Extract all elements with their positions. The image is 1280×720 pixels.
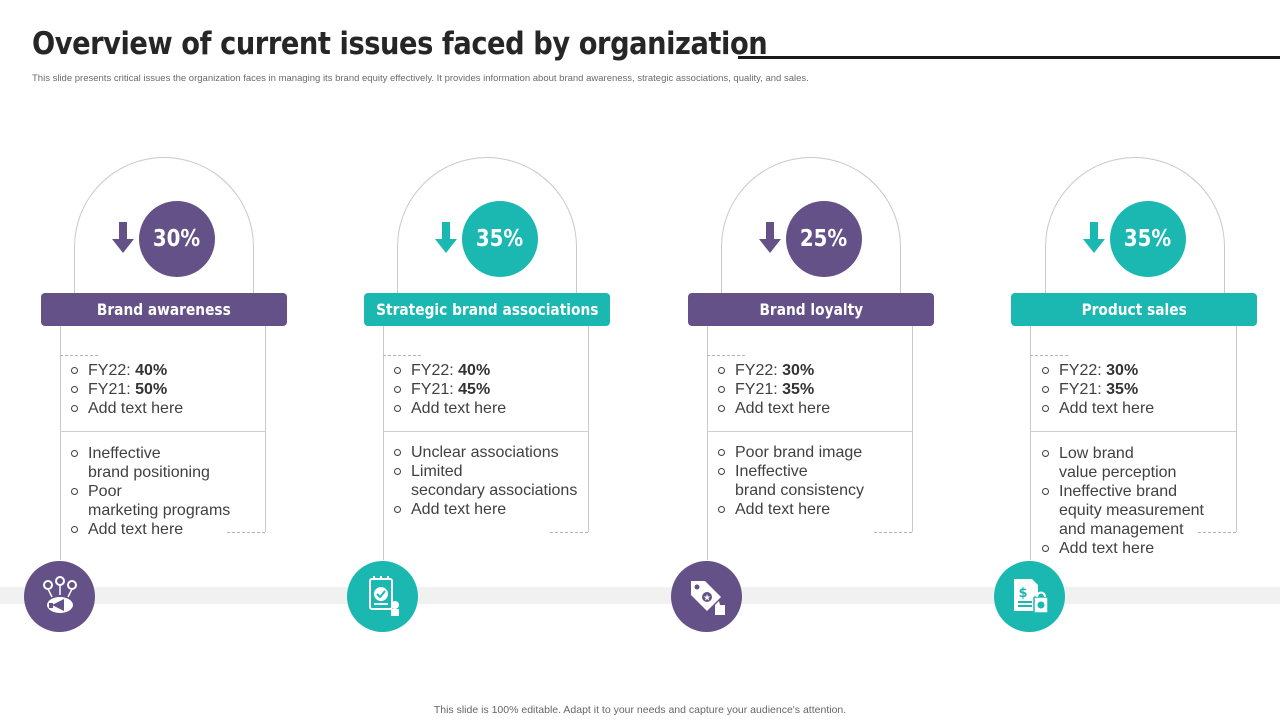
strategy-badge-icon: [347, 561, 418, 632]
down-arrow-icon: [112, 222, 134, 253]
list-item: FY22: 40%: [70, 361, 183, 380]
card-label: Product sales: [1011, 293, 1257, 326]
list-item: Poor marketing programs: [70, 482, 230, 520]
percent-badge: 35%: [1110, 201, 1186, 277]
stats-list: FY22: 40% FY21: 50% Add text here: [70, 361, 183, 418]
list-item: FY21: 45%: [393, 380, 506, 399]
down-arrow-icon: [435, 222, 457, 253]
footer-note: This slide is 100% editable. Adapt it to…: [433, 704, 847, 716]
list-item: Add text here: [393, 399, 506, 418]
sales-invoice-icon: $: [994, 561, 1065, 632]
card-brand-awareness: 30% Brand awareness FY22: 40% FY21: 50% …: [0, 0, 287, 720]
list-item: Add text here: [717, 399, 830, 418]
timeline-band: [0, 587, 1280, 604]
title-underline: [738, 56, 1280, 59]
card-label: Brand awareness: [41, 293, 287, 326]
list-item: Ineffective brand equity measurement and m…: [1041, 482, 1204, 539]
svg-text:$: $: [1018, 586, 1027, 601]
list-item: Limited secondary associations: [393, 462, 577, 500]
card-strategic-brand-associations: 35% Strategic brand associations FY22: 4…: [323, 0, 610, 720]
list-item: FY21: 35%: [1041, 380, 1154, 399]
list-item: Add text here: [70, 399, 183, 418]
list-item: FY21: 50%: [70, 380, 183, 399]
issues-list: Low brand value perception Ineffective br…: [1041, 444, 1204, 558]
card-product-sales: 35% Product sales FY22: 30% FY21: 35% Ad…: [971, 0, 1257, 720]
stats-list: FY22: 30% FY21: 35% Add text here: [717, 361, 830, 418]
list-item: Ineffective brand positioning: [70, 444, 230, 482]
percent-badge: 30%: [139, 201, 215, 277]
list-item: Add text here: [70, 520, 230, 539]
issues-list: Unclear associations Limited secondary as…: [393, 443, 577, 519]
percent-badge: 35%: [462, 201, 538, 277]
issues-list: Ineffective brand positioning Poor marketi…: [70, 444, 230, 539]
stats-list: FY22: 30% FY21: 35% Add text here: [1041, 361, 1154, 418]
stats-list: FY22: 40% FY21: 45% Add text here: [393, 361, 506, 418]
down-arrow-icon: [759, 222, 781, 253]
page-subtitle: This slide presents critical issues the …: [32, 73, 809, 84]
page-title: Overview of current issues faced by orga…: [32, 26, 768, 62]
svg-text:★: ★: [702, 593, 710, 603]
list-item: Add text here: [393, 500, 577, 519]
card-label: Brand loyalty: [688, 293, 934, 326]
list-item: FY21: 35%: [717, 380, 830, 399]
brand-awareness-icon: [24, 561, 95, 632]
list-item: Poor brand image: [717, 443, 864, 462]
list-item: Add text here: [1041, 539, 1204, 558]
down-arrow-icon: [1083, 222, 1105, 253]
list-item: FY22: 40%: [393, 361, 506, 380]
loyalty-tag-icon: ★: [671, 561, 742, 632]
card-label: Strategic brand associations: [364, 293, 610, 326]
list-item: Unclear associations: [393, 443, 577, 462]
list-item: Ineffective brand consistency: [717, 462, 864, 500]
issues-list: Poor brand image Ineffective brand consis…: [717, 443, 864, 519]
list-item: Low brand value perception: [1041, 444, 1204, 482]
list-item: FY22: 30%: [717, 361, 830, 380]
list-item: Add text here: [717, 500, 864, 519]
card-brand-loyalty: 25% Brand loyalty FY22: 30% FY21: 35% Ad…: [647, 0, 934, 720]
list-item: FY22: 30%: [1041, 361, 1154, 380]
list-item: Add text here: [1041, 399, 1154, 418]
percent-badge: 25%: [786, 201, 862, 277]
